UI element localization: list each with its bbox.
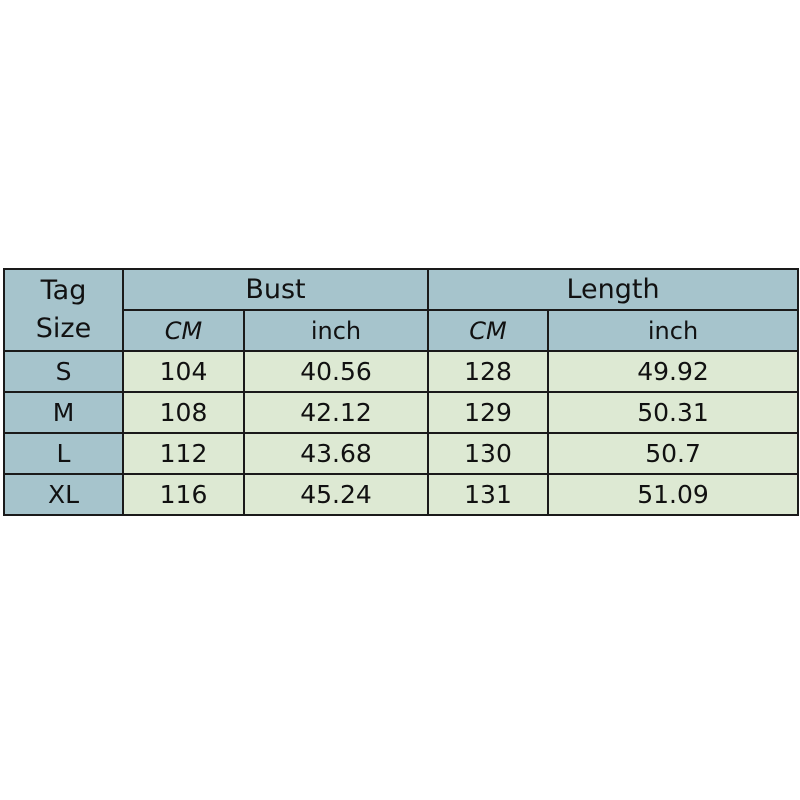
size-chart-table: Tag Size Bust Length CM inch CM inch S 1… bbox=[3, 268, 800, 516]
length-cm-cell: 128 bbox=[427, 350, 550, 393]
bust-inch-cell: 40.56 bbox=[242, 350, 430, 393]
table-row: M 108 42.12 129 50.31 bbox=[3, 391, 800, 434]
bust-cm-header: CM bbox=[122, 309, 245, 352]
header-row-units: CM inch CM inch bbox=[4, 309, 800, 352]
length-inch-header: inch bbox=[547, 309, 800, 352]
bust-cm-cell: 104 bbox=[122, 350, 245, 393]
bust-inch-header: inch bbox=[242, 309, 430, 352]
bust-cm-cell: 108 bbox=[122, 391, 245, 434]
header-row-groups: Tag Size Bust Length bbox=[3, 268, 800, 352]
length-inch-cell: 49.92 bbox=[547, 350, 800, 393]
bust-cm-cell: 116 bbox=[122, 473, 245, 516]
length-cm-cell: 130 bbox=[427, 432, 550, 475]
length-inch-cell: 50.31 bbox=[547, 391, 800, 434]
table-row: XL 116 45.24 131 51.09 bbox=[3, 473, 800, 516]
bust-cm-cell: 112 bbox=[122, 432, 245, 475]
bust-inch-cell: 45.24 bbox=[242, 473, 430, 516]
length-cm-cell: 131 bbox=[427, 473, 550, 516]
size-cell: XL bbox=[3, 473, 124, 516]
bust-inch-cell: 42.12 bbox=[242, 391, 430, 434]
table-row: S 104 40.56 128 49.92 bbox=[3, 350, 800, 393]
table-row: L 112 43.68 130 50.7 bbox=[3, 432, 800, 475]
size-cell: L bbox=[3, 432, 124, 475]
length-cm-cell: 129 bbox=[427, 391, 550, 434]
size-cell: S bbox=[3, 350, 124, 393]
bust-header: Bust bbox=[121, 268, 430, 311]
bust-inch-cell: 43.68 bbox=[242, 432, 430, 475]
size-label: Size bbox=[35, 313, 92, 344]
tag-label: Tag bbox=[40, 275, 87, 306]
length-cm-header: CM bbox=[427, 309, 550, 352]
length-inch-cell: 51.09 bbox=[547, 473, 800, 516]
length-inch-cell: 50.7 bbox=[547, 432, 800, 475]
tag-size-header: Tag Size bbox=[3, 268, 124, 352]
size-cell: M bbox=[3, 391, 124, 434]
length-header: Length bbox=[427, 268, 800, 311]
